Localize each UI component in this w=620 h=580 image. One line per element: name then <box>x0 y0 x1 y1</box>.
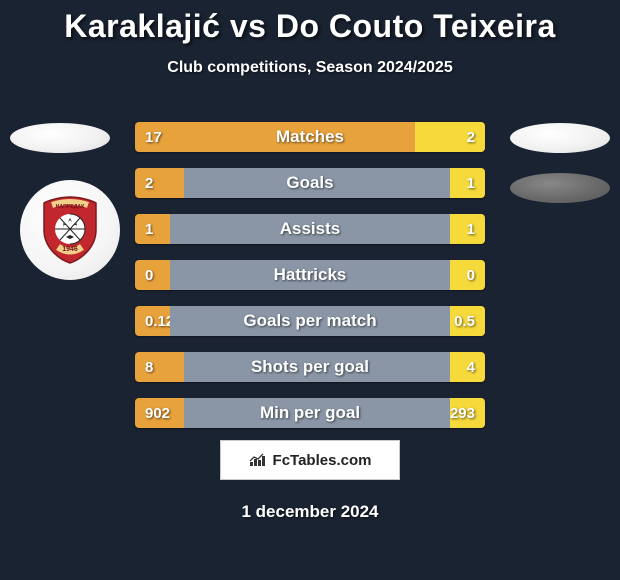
player1-club-placeholder-top <box>10 123 110 153</box>
stat-right-value: 1 <box>467 175 475 192</box>
stat-right-bar: 1 <box>450 214 485 244</box>
chart-icon <box>249 453 267 467</box>
stat-mid-bar <box>184 168 450 198</box>
player2-name: Do Couto Teixeira <box>276 8 556 44</box>
stat-row: 0.120.5Goals per match <box>135 306 485 336</box>
club-top-text: НАПРЕДАК <box>56 204 86 210</box>
player1-name: Karaklajić <box>64 8 220 44</box>
stat-right-bar: 4 <box>450 352 485 382</box>
player1-club-badge: НАПРЕДАК 1946 <box>20 180 120 280</box>
stat-right-bar: 0 <box>450 260 485 290</box>
stat-left-value: 1 <box>145 221 153 238</box>
stat-right-bar: 2 <box>415 122 485 152</box>
stat-right-value: 0 <box>467 267 475 284</box>
footer-brand-text: FcTables.com <box>273 452 372 469</box>
stat-left-bar: 902 <box>135 398 184 428</box>
footer-date: 1 december 2024 <box>0 502 620 522</box>
stat-row: 84Shots per goal <box>135 352 485 382</box>
stat-right-value: 4 <box>467 359 475 376</box>
stat-left-value: 2 <box>145 175 153 192</box>
stat-left-bar: 0 <box>135 260 170 290</box>
stat-row: 00Hattricks <box>135 260 485 290</box>
stat-right-value: 0.5 <box>454 313 475 330</box>
stat-mid-bar <box>170 306 450 336</box>
stat-mid-bar <box>170 260 450 290</box>
stat-row: 21Goals <box>135 168 485 198</box>
player2-club-placeholder-bottom <box>510 173 610 203</box>
player2-club-placeholder-top <box>510 123 610 153</box>
stat-left-value: 0 <box>145 267 153 284</box>
stat-left-bar: 0.12 <box>135 306 170 336</box>
stat-right-value: 1 <box>467 221 475 238</box>
stat-left-value: 902 <box>145 405 170 422</box>
stat-left-bar: 8 <box>135 352 184 382</box>
club-year: 1946 <box>62 246 78 253</box>
comparison-title: Karaklajić vs Do Couto Teixeira <box>0 0 620 45</box>
vs-text: vs <box>230 8 267 44</box>
stat-mid-bar <box>170 214 450 244</box>
stat-right-value: 293 <box>450 405 475 422</box>
stat-left-value: 8 <box>145 359 153 376</box>
stat-left-bar: 17 <box>135 122 415 152</box>
stat-row: 11Assists <box>135 214 485 244</box>
stat-right-bar: 1 <box>450 168 485 198</box>
stat-right-bar: 0.5 <box>450 306 485 336</box>
footer-brand-box[interactable]: FcTables.com <box>220 440 400 480</box>
stat-right-bar: 293 <box>450 398 485 428</box>
stat-mid-bar <box>184 398 450 428</box>
club-shield-icon: НАПРЕДАК 1946 <box>40 195 100 265</box>
stats-container: 172Matches21Goals11Assists00Hattricks0.1… <box>135 122 485 444</box>
stat-left-bar: 1 <box>135 214 170 244</box>
subtitle: Club competitions, Season 2024/2025 <box>0 59 620 77</box>
stat-row: 902293Min per goal <box>135 398 485 428</box>
stat-right-value: 2 <box>467 129 475 146</box>
stat-mid-bar <box>184 352 450 382</box>
stat-left-bar: 2 <box>135 168 184 198</box>
stat-row: 172Matches <box>135 122 485 152</box>
stat-left-value: 17 <box>145 129 162 146</box>
